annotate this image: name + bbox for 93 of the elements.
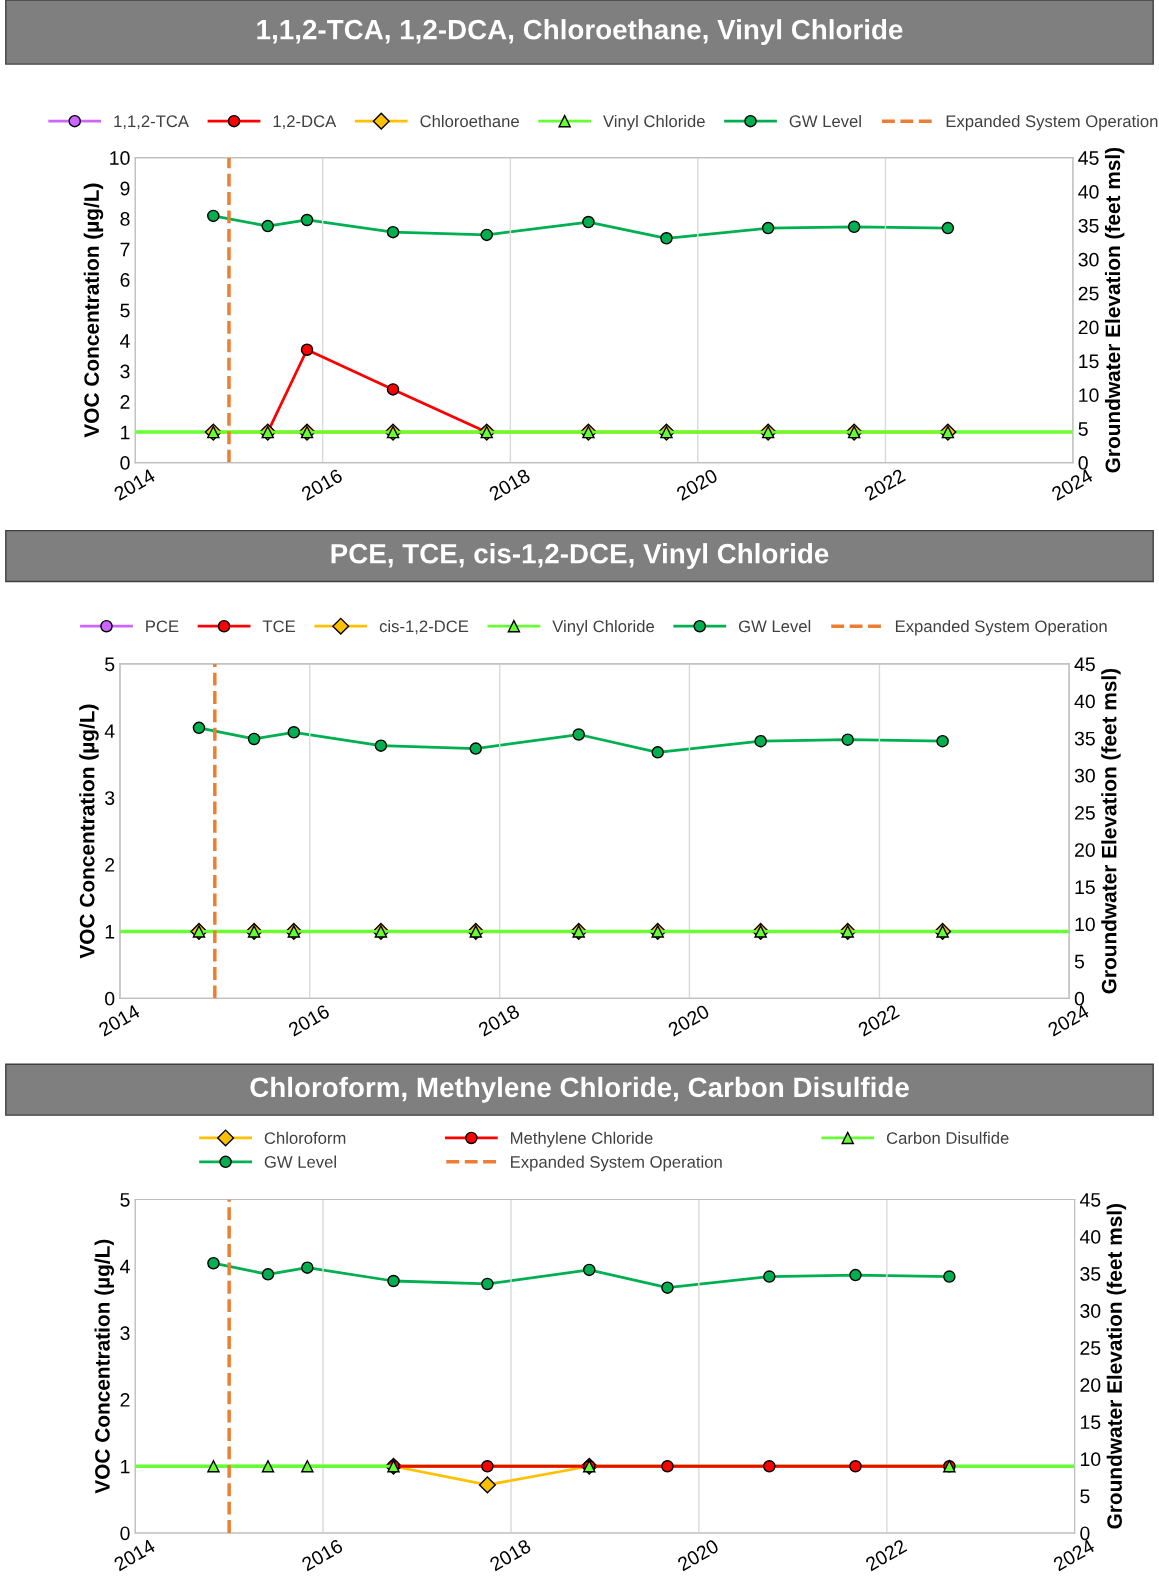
y-tick-label: 4 <box>120 1259 130 1274</box>
y-axis-title: VOC Concentration (µg/L) <box>94 1239 115 1494</box>
y2-tick-label: 5 <box>1080 1489 1090 1504</box>
legend-label: Expanded System Operation <box>946 114 1158 131</box>
y2-tick-label: 5 <box>1078 422 1088 436</box>
y-tick-label: 0 <box>120 456 130 470</box>
y2-tick-label: 45 <box>1074 657 1095 672</box>
y2-tick-label: 30 <box>1074 768 1095 783</box>
x-tick-label: 2016 <box>300 1538 344 1572</box>
x-tick-label: 2020 <box>667 1004 711 1037</box>
y2-tick-label: 25 <box>1078 286 1099 301</box>
y2-tick-label: 25 <box>1075 806 1095 820</box>
y2-tick-label: 20 <box>1078 320 1099 335</box>
x-tick-label: 2014 <box>113 468 157 501</box>
y2-axis-title: Groundwater Elevation (feet msl) <box>1101 668 1121 994</box>
y2-tick-label: 40 <box>1078 185 1099 199</box>
y2-tick-label: 15 <box>1075 880 1095 895</box>
y-tick-label: 5 <box>105 657 115 672</box>
chart-title: 1,1,2-TCA, 1,2-DCA, Chloroethane, Vinyl Chloride <box>257 19 903 45</box>
y-tick-label: 8 <box>120 212 130 226</box>
y-tick-label: 10 <box>110 151 130 165</box>
legend-label: GW Level <box>789 114 861 128</box>
y-tick-label: 5 <box>120 303 130 318</box>
y-tick-label: 1 <box>121 1459 130 1474</box>
x-tick-label: 2016 <box>300 468 344 501</box>
y-tick-label: 4 <box>104 724 115 738</box>
y2-tick-label: 40 <box>1074 694 1095 709</box>
y2-tick-label: 45 <box>1078 151 1099 165</box>
y-axis-title: VOC Concentration (µg/L) <box>79 704 99 959</box>
chart-title: Chloroform, Methylene Chloride, Carbon Disulfide <box>250 1076 909 1103</box>
y-tick-label: 3 <box>120 364 130 379</box>
legend-label: Chloroethane <box>420 114 519 128</box>
y-tick-label: 2 <box>105 858 115 872</box>
x-tick-label: 2022 <box>864 1538 908 1572</box>
y-tick-label: 0 <box>120 1526 130 1541</box>
y2-tick-label: 35 <box>1074 731 1095 746</box>
y-tick-label: 1 <box>105 925 115 939</box>
y2-tick-label: 0 <box>1074 991 1085 1006</box>
legend-label: Vinyl Chloride <box>603 114 705 131</box>
legend-label: cis-1,2-DCE <box>379 619 469 635</box>
y2-tick-label: 10 <box>1075 917 1095 932</box>
y2-tick-label: 10 <box>1080 1452 1101 1467</box>
y-tick-label: 1 <box>121 425 130 440</box>
y-axis-title: VOC Concentration (µg/L) <box>83 183 104 438</box>
legend-label: Expanded System Operation <box>895 619 1107 636</box>
y-tick-label: 2 <box>120 395 130 409</box>
y-tick-label: 3 <box>120 1326 130 1341</box>
legend-label: Carbon Disulfide <box>886 1131 1009 1144</box>
y2-tick-label: 15 <box>1080 1415 1101 1430</box>
y2-tick-label: 20 <box>1080 1378 1101 1392</box>
legend-label: Chloroform <box>264 1131 346 1144</box>
y2-tick-label: 20 <box>1075 843 1095 857</box>
y2-tick-label: 10 <box>1079 388 1099 403</box>
y-tick-label: 9 <box>120 181 130 196</box>
y2-tick-label: 30 <box>1078 252 1099 267</box>
legend-label: PCE <box>146 620 179 633</box>
y2-tick-label: 15 <box>1079 354 1099 369</box>
y2-tick-label: 0 <box>1080 1526 1090 1541</box>
x-tick-label: 2018 <box>488 1538 532 1572</box>
y2-tick-label: 25 <box>1080 1341 1101 1355</box>
x-tick-label: 2020 <box>675 468 719 501</box>
legend-label: Methylene Chloride <box>511 1131 653 1148</box>
y2-tick-label: 5 <box>1074 954 1085 969</box>
x-tick-label: 2022 <box>857 1004 900 1037</box>
legend-label: TCE <box>262 620 296 633</box>
y2-tick-label: 35 <box>1078 218 1099 233</box>
x-tick-label: 2018 <box>488 468 531 501</box>
y-tick-label: 6 <box>120 273 130 287</box>
y-tick-label: 5 <box>120 1193 130 1207</box>
legend-label: 1,2-DCA <box>273 115 337 130</box>
y-tick-label: 7 <box>120 242 130 257</box>
y2-tick-label: 30 <box>1080 1304 1101 1318</box>
y-tick-label: 3 <box>105 791 115 805</box>
x-tick-label: 2022 <box>863 468 906 501</box>
y2-tick-label: 0 <box>1078 456 1088 470</box>
y2-tick-label: 45 <box>1079 1193 1101 1207</box>
y-tick-label: 4 <box>120 334 130 348</box>
y-tick-label: 0 <box>105 991 115 1006</box>
x-tick-label: 2018 <box>477 1004 521 1037</box>
y-tick-label: 2 <box>120 1393 130 1407</box>
chart-title: PCE, TCE, cis-1,2-DCE, Vinyl Chloride <box>331 543 829 570</box>
legend-label: Vinyl Chloride <box>552 619 655 636</box>
legend-label: 1,1,2-TCA <box>114 115 189 130</box>
legend-label: GW Level <box>738 619 811 633</box>
legend-label: Expanded System Operation <box>511 1155 722 1172</box>
x-tick-label: 2016 <box>287 1004 331 1037</box>
legend-label: GW Level <box>264 1155 336 1168</box>
y2-axis-title: Groundwater Elevation (feet msl) <box>1104 147 1125 473</box>
y2-tick-label: 35 <box>1080 1267 1101 1281</box>
y2-tick-label: 40 <box>1079 1230 1101 1244</box>
x-tick-label: 2024 <box>1050 468 1094 501</box>
x-tick-label: 2020 <box>676 1538 720 1572</box>
y2-axis-title: Groundwater Elevation (feet msl) <box>1106 1204 1127 1529</box>
